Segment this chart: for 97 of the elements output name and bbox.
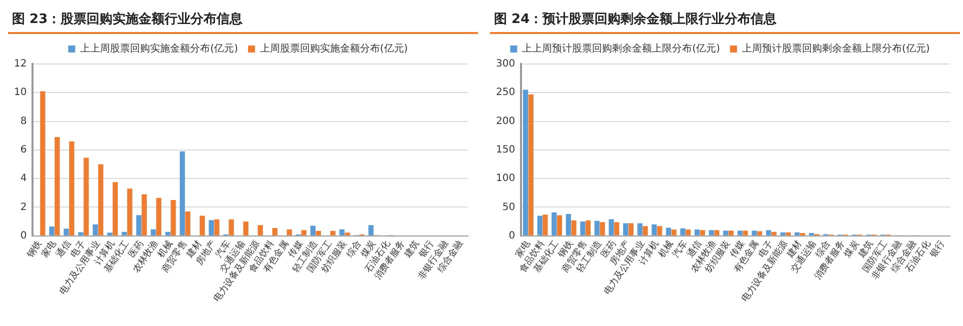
bar (666, 228, 672, 236)
bar (566, 214, 571, 236)
chart-title: 图 23：股票回购实施金额行业分布信息 (8, 8, 478, 34)
bar (272, 228, 278, 236)
bar (40, 91, 46, 236)
bar (766, 230, 772, 236)
bar (594, 220, 600, 236)
bar (800, 232, 806, 236)
bar (301, 230, 306, 236)
bar (537, 216, 542, 236)
bar (752, 230, 757, 236)
bar (92, 224, 98, 236)
bar (528, 94, 534, 236)
bar (214, 219, 220, 236)
bar (127, 188, 132, 236)
bar (49, 226, 54, 236)
bar (680, 228, 686, 236)
bar (170, 200, 176, 236)
bar (700, 230, 706, 236)
bar (98, 164, 104, 236)
bar (523, 90, 528, 236)
bar (185, 211, 190, 236)
bar (652, 224, 657, 236)
bar (780, 232, 786, 236)
bar (243, 222, 248, 236)
chart-title: 图 24：预计股票回购剩余金额上限行业分布信息 (490, 8, 960, 34)
bar (556, 215, 562, 236)
bar (637, 223, 642, 236)
bar (316, 230, 321, 236)
bar (107, 232, 112, 236)
bar (258, 225, 263, 236)
y-tick-label: 50 (502, 202, 516, 213)
bar (723, 230, 728, 236)
bar (771, 232, 777, 236)
bar (64, 228, 69, 236)
y-tick-label: 100 (496, 173, 516, 184)
bar (165, 232, 170, 236)
bar (737, 230, 743, 236)
bar (150, 229, 156, 236)
bar (728, 230, 734, 236)
y-tick-label: 4 (20, 173, 27, 184)
bar (808, 232, 814, 236)
bar (339, 229, 345, 236)
bar (228, 219, 234, 236)
bar (552, 212, 557, 236)
bar (200, 216, 205, 236)
bar (614, 222, 620, 236)
y-tick-label: 8 (20, 116, 27, 127)
bar (686, 230, 691, 236)
y-tick-label: 12 (14, 58, 27, 70)
y-tick-label: 150 (496, 144, 516, 156)
bar (330, 230, 336, 236)
bar (84, 158, 89, 236)
bar (542, 214, 548, 236)
bar (742, 230, 748, 236)
bar (580, 222, 586, 236)
bar (694, 230, 700, 236)
bar (757, 231, 762, 236)
bar (122, 232, 127, 236)
legend-label: 上上周股票回购实施金额分布(亿元) (80, 42, 238, 55)
bar (586, 220, 591, 236)
bar (657, 226, 662, 236)
bar (671, 230, 676, 236)
bar (600, 222, 605, 236)
y-tick-label: 300 (496, 58, 516, 70)
y-tick-label: 0 (508, 230, 516, 242)
y-tick-label: 0 (20, 230, 27, 242)
bar (69, 141, 74, 236)
bar (142, 194, 147, 236)
bar (628, 223, 634, 236)
y-tick-label: 10 (14, 87, 27, 98)
bar (344, 232, 350, 236)
y-tick-label: 250 (496, 87, 516, 98)
bar (571, 220, 576, 236)
bar (310, 226, 316, 236)
bar (54, 137, 60, 236)
bar (623, 223, 628, 236)
bar (786, 232, 791, 236)
bar (136, 215, 142, 236)
y-tick-label: 2 (20, 202, 27, 213)
bar (794, 232, 800, 236)
bar (156, 198, 162, 236)
bar (608, 219, 614, 236)
bar (286, 229, 292, 236)
legend-label: 上周预计股票回购剩余金额上限分布(亿元) (742, 42, 930, 55)
bar (208, 220, 214, 236)
bar (112, 182, 118, 236)
bar (708, 230, 714, 236)
y-tick-label: 200 (496, 116, 516, 127)
bar (78, 232, 84, 236)
legend-label: 上上周预计股票回购剩余金额上限分布(亿元) (522, 42, 720, 55)
bar (714, 230, 720, 236)
bar (180, 151, 185, 236)
bar (642, 226, 648, 236)
legend-label: 上周股票回购实施金额分布(亿元) (260, 42, 408, 55)
bar (368, 225, 374, 236)
y-tick-label: 6 (20, 144, 27, 156)
